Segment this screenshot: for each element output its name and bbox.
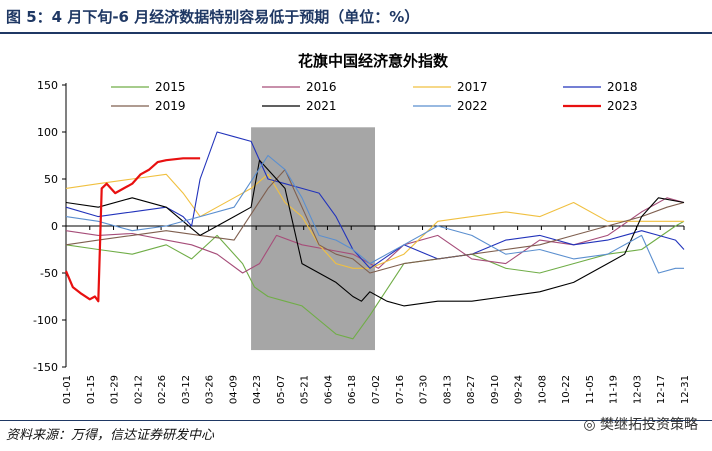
x-tick-label: 06-18 <box>347 375 358 404</box>
x-tick-label: 07-02 <box>371 375 382 404</box>
series-line-2021 <box>65 159 685 307</box>
x-tick-label: 06-04 <box>323 375 334 404</box>
x-tick-label: 02-12 <box>133 375 144 404</box>
y-tick-label: -50 <box>40 267 58 280</box>
source-note: 资料来源：万得，信达证券研发中心 <box>6 428 215 443</box>
watermark-text: 樊继拓投资策略 <box>600 417 698 433</box>
chart-title: 花旗中国经济意外指数 <box>298 52 449 70</box>
y-tick-label: 50 <box>44 173 58 186</box>
series-line-2019 <box>65 169 685 274</box>
x-tick-label: 02-26 <box>157 375 168 404</box>
series-line-2018 <box>65 131 685 269</box>
x-tick-label: 09-24 <box>514 375 525 404</box>
legend-label-2016: 2016 <box>306 80 337 94</box>
watermark: ◎ 樊继拓投资策略 <box>583 414 698 434</box>
x-tick-label: 01-29 <box>110 375 121 404</box>
x-tick-label: 11-05 <box>585 375 596 404</box>
y-tick-label: 100 <box>37 126 58 139</box>
x-tick-label: 05-21 <box>300 375 311 404</box>
legend-label-2019: 2019 <box>155 99 186 113</box>
x-tick-label: 03-26 <box>205 375 216 404</box>
y-tick-label: -150 <box>33 361 58 374</box>
x-tick-label: 04-23 <box>252 375 263 404</box>
x-tick-label: 08-27 <box>466 375 477 404</box>
x-tick-label: 10-22 <box>561 375 572 404</box>
y-tick-label: 150 <box>37 79 58 92</box>
x-tick-label: 11-19 <box>609 375 620 404</box>
series-line-2015 <box>65 220 685 340</box>
x-tick-label: 09-10 <box>490 375 501 404</box>
x-tick-label: 01-15 <box>86 375 97 404</box>
x-tick-label: 12-17 <box>656 375 667 404</box>
x-tick-label: 12-03 <box>632 375 643 404</box>
x-tick-label: 07-30 <box>419 375 430 404</box>
legend-label-2023: 2023 <box>607 99 638 113</box>
x-tick-label: 05-07 <box>276 375 287 404</box>
legend-label-2015: 2015 <box>155 80 186 94</box>
chart-area: 花旗中国经济意外指数 150 100 50 0 -50 -100 -150 01-01 01-1… <box>33 52 691 404</box>
y-tick-label: 0 <box>51 220 58 233</box>
shaded-region <box>251 127 375 351</box>
series-line-2016 <box>65 197 685 274</box>
x-tick-label: 03-12 <box>181 375 192 404</box>
legend-label-2022: 2022 <box>457 99 488 113</box>
series-line-2023 <box>64 157 201 303</box>
legend-label-2017: 2017 <box>457 80 488 94</box>
x-tick-label: 10-08 <box>537 375 548 404</box>
x-tick-label: 01-01 <box>62 375 73 404</box>
title-rule <box>0 32 712 34</box>
series-line-2022 <box>65 154 684 274</box>
source-rule <box>0 420 712 421</box>
x-tick-label: 12-31 <box>680 375 691 404</box>
legend-label-2018: 2018 <box>607 80 638 94</box>
x-tick-label: 07-16 <box>395 375 406 404</box>
wechat-icon: ◎ <box>583 417 600 433</box>
legend-label-2021: 2021 <box>306 99 337 113</box>
x-tick-label: 04-09 <box>228 375 239 404</box>
y-tick-label: -100 <box>33 314 58 327</box>
x-tick-label: 08-13 <box>442 375 453 404</box>
figure-title: 图 5：4 月下旬-6 月经济数据特别容易低于预期（单位：%） <box>6 8 420 26</box>
